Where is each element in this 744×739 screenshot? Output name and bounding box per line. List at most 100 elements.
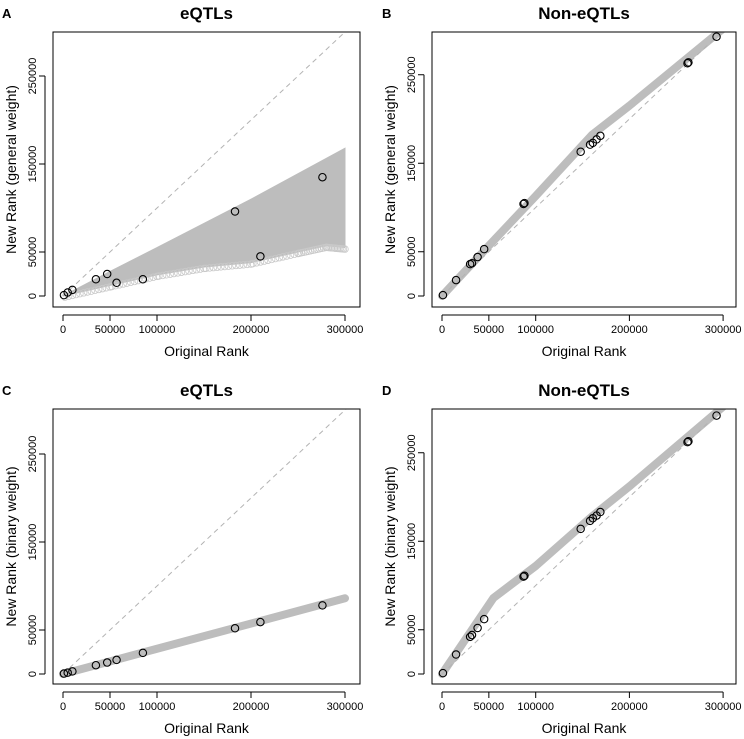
data-point	[318, 601, 327, 610]
y-tick-label: 250000	[406, 56, 418, 93]
data-point	[68, 285, 77, 295]
data-point	[59, 669, 69, 678]
data-point	[596, 131, 605, 141]
y-tick-label: 150000	[406, 523, 418, 560]
cloud-marker	[126, 278, 135, 286]
data-band	[438, 409, 727, 678]
cloud-marker	[252, 259, 261, 267]
cloud-marker	[115, 281, 124, 289]
cloud-marker	[102, 284, 110, 292]
highlighted-points	[438, 32, 721, 300]
cloud-marker	[224, 262, 233, 270]
data-point	[102, 658, 112, 667]
data-point	[712, 411, 721, 420]
data-point	[438, 290, 448, 300]
x-tick-label: 200000	[611, 701, 648, 713]
data-point	[138, 648, 148, 658]
data-point	[479, 614, 489, 624]
data-band	[438, 32, 726, 300]
y-tick-label: 150000	[27, 524, 39, 561]
data-point	[102, 269, 112, 279]
cloud-marker	[232, 261, 240, 270]
y-axis: 0 50000 150000 250000 New Rank (binary weigh…	[3, 436, 46, 677]
cloud-marker	[236, 261, 244, 269]
plot-frame	[52, 31, 361, 308]
data-point	[438, 668, 448, 678]
x-tick-label: 0	[60, 701, 66, 713]
y-tick-label: 0	[406, 671, 418, 677]
y-tick-label: 0	[406, 293, 418, 299]
x-tick-label: 0	[439, 701, 445, 713]
plot-area	[438, 409, 727, 678]
panel-letter: A	[2, 6, 12, 21]
highlighted-points	[59, 601, 327, 678]
data-point	[684, 58, 693, 67]
cloud-marker	[209, 263, 218, 272]
plot-area	[59, 32, 349, 301]
cloud-marker	[220, 262, 229, 271]
data-point	[683, 437, 692, 447]
y-axis: 0 50000 150000 250000 New Rank (binary weigh…	[382, 434, 425, 677]
cloud-marker	[189, 266, 197, 275]
panel-d: 0 50000 100000 200000 300000 Original Rank 0 50…	[382, 381, 741, 736]
cloud-marker	[185, 267, 193, 275]
cloud-marker	[134, 276, 142, 285]
data-point	[63, 288, 72, 297]
data-point	[520, 198, 529, 208]
x-tick-label: 100000	[139, 701, 176, 713]
cloud-marker	[271, 254, 280, 263]
panel-letter: D	[382, 383, 391, 398]
y-tick-label: 150000	[406, 145, 418, 182]
x-axis: 0 50000 100000 200000 300000 Original Rank	[60, 314, 363, 359]
chart-title: Non-eQTLs	[538, 381, 630, 400]
data-point	[473, 252, 482, 262]
cloud-marker	[149, 273, 157, 281]
y-tick-label: 0	[27, 671, 39, 677]
cloud-marker	[217, 263, 225, 271]
data-point	[138, 275, 148, 284]
x-tick-label: 300000	[705, 701, 742, 713]
data-point	[576, 147, 585, 156]
data-point	[256, 617, 265, 627]
y-axis-label: New Rank (general weight)	[3, 85, 19, 254]
data-point	[230, 207, 240, 216]
plot-frame	[52, 408, 361, 685]
x-axis-label: Original Rank	[164, 720, 250, 736]
cloud-marker	[283, 252, 291, 260]
x-tick-label: 300000	[705, 324, 742, 336]
data-point	[684, 436, 693, 446]
highlighted-points	[59, 172, 327, 300]
y-tick-label: 50000	[27, 237, 39, 268]
x-axis-label: Original Rank	[164, 343, 250, 359]
cloud-marker	[130, 277, 139, 286]
cloud-marker	[123, 279, 131, 287]
y-tick-label: 250000	[406, 434, 418, 471]
chart-title: Non-eQTLs	[538, 4, 630, 23]
data-band	[59, 594, 349, 678]
x-tick-label: 0	[60, 324, 66, 336]
cloud-marker	[98, 284, 107, 293]
identity-line	[62, 32, 346, 297]
data-point	[683, 58, 692, 68]
cloud-marker	[64, 292, 73, 300]
y-tick-label: 50000	[406, 236, 418, 267]
panel-c: 0 50000 100000 200000 300000 Original Rank 0 50…	[2, 381, 363, 736]
data-point	[519, 572, 528, 581]
data-point	[519, 199, 528, 209]
x-tick-label: 100000	[517, 324, 554, 336]
cloud-marker	[267, 255, 276, 264]
x-tick-label: 200000	[611, 324, 648, 336]
x-tick-label: 100000	[139, 324, 176, 336]
cloud-marker	[166, 270, 174, 278]
data-point	[91, 275, 101, 284]
y-tick-label: 250000	[27, 58, 39, 95]
cloud-marker	[177, 268, 186, 276]
cloud-marker	[290, 250, 298, 259]
y-axis-label: New Rank (general weight)	[382, 85, 398, 254]
x-tick-label: 200000	[233, 701, 270, 713]
y-tick-label: 150000	[27, 146, 39, 183]
cloud-marker	[173, 269, 182, 277]
panel-letter: B	[382, 6, 391, 21]
data-point	[465, 632, 475, 642]
cloud-marker	[68, 291, 77, 300]
